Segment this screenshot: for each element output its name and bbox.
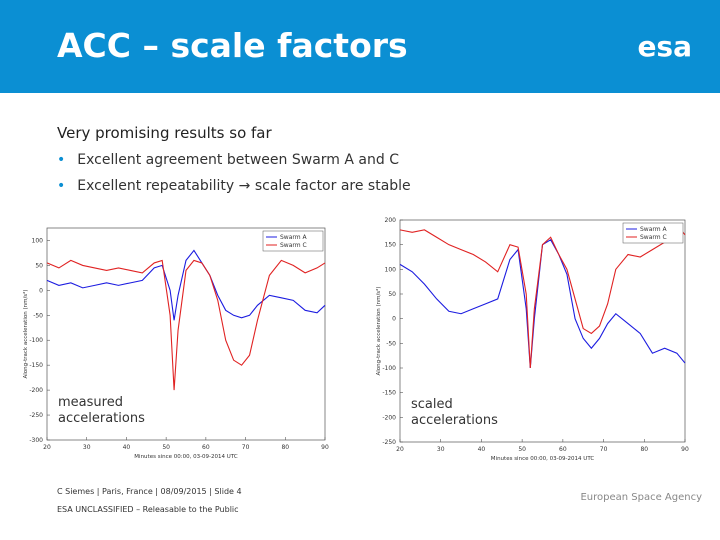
y-tick-label: 100: [32, 237, 44, 244]
logo: esa: [637, 30, 692, 63]
y-tick-label: 100: [385, 266, 397, 273]
series-line: [46, 259, 326, 391]
legend-label: Swarm C: [640, 234, 667, 241]
y-tick-label: 150: [385, 242, 397, 249]
footer-classification: ESA UNCLASSIFIED – Releasable to the Pub…: [57, 505, 239, 514]
x-tick-label: 30: [83, 444, 91, 451]
legend-label: Swarm A: [640, 226, 668, 233]
y-axis-label: Along-track acceleration (nm/s²): [22, 289, 29, 378]
header-band: [0, 0, 720, 93]
x-tick-label: 20: [396, 446, 404, 453]
x-tick-label: 50: [162, 444, 170, 451]
heading: Very promising results so far: [57, 124, 272, 142]
y-tick-label: -200: [29, 387, 43, 394]
bullet: Excellent agreement between Swarm A and …: [57, 152, 411, 168]
y-tick-label: -50: [33, 312, 43, 319]
y-tick-label: -150: [382, 390, 396, 397]
annotation: measured accelerations: [58, 395, 145, 426]
series-line: [399, 238, 686, 369]
y-tick-label: -50: [386, 340, 396, 347]
x-tick-label: 90: [681, 446, 689, 453]
y-tick-label: 200: [385, 217, 397, 224]
x-tick-label: 60: [202, 444, 210, 451]
x-tick-label: 70: [600, 446, 608, 453]
footer-credit: C Siemes | Paris, France | 08/09/2015 | …: [57, 487, 242, 496]
legend-box: [622, 222, 684, 244]
x-tick-label: 60: [559, 446, 567, 453]
y-tick-label: 50: [35, 262, 43, 269]
y-tick-label: -100: [29, 337, 43, 344]
annotation-bg: [408, 392, 513, 430]
y-tick-label: -150: [29, 362, 43, 369]
series-line: [46, 249, 326, 321]
y-axis-label: Along-track acceleration (nm/s²): [375, 286, 382, 375]
footer-agency: European Space Agency: [580, 492, 702, 503]
x-tick-label: 20: [43, 444, 51, 451]
x-tick-label: 90: [321, 444, 329, 451]
y-tick-label: -250: [29, 412, 43, 419]
x-tick-label: 30: [437, 446, 445, 453]
bullet: Excellent repeatability → scale factor a…: [57, 178, 410, 194]
x-axis-label: Minutes since 00:00, 03-09-2014 UTC: [134, 454, 238, 460]
legend-label: Swarm C: [280, 242, 307, 249]
x-tick-label: 50: [518, 446, 526, 453]
x-tick-label: 80: [281, 444, 289, 451]
bullet-list: Excellent agreement between Swarm A and …: [57, 152, 411, 204]
y-tick-label: 0: [392, 316, 396, 323]
y-tick-label: 0: [39, 287, 43, 294]
legend-label: Swarm A: [280, 234, 308, 241]
legend-box: [262, 230, 324, 252]
annotation-bg: [55, 390, 160, 428]
y-tick-label: -200: [382, 414, 396, 421]
y-tick-label: 50: [388, 291, 396, 298]
y-tick-label: -100: [382, 365, 396, 372]
x-tick-label: 40: [123, 444, 131, 451]
x-axis-label: Minutes since 00:00, 03-09-2014 UTC: [491, 456, 595, 462]
x-tick-label: 70: [242, 444, 250, 451]
y-tick-label: -250: [382, 439, 396, 446]
slide-title: ACC – scale factors: [57, 26, 408, 65]
y-tick-label: -300: [29, 437, 43, 444]
series-line: [399, 224, 686, 369]
annotation: scaled accelerations: [411, 397, 498, 428]
x-tick-label: 80: [640, 446, 648, 453]
x-tick-label: 40: [478, 446, 486, 453]
